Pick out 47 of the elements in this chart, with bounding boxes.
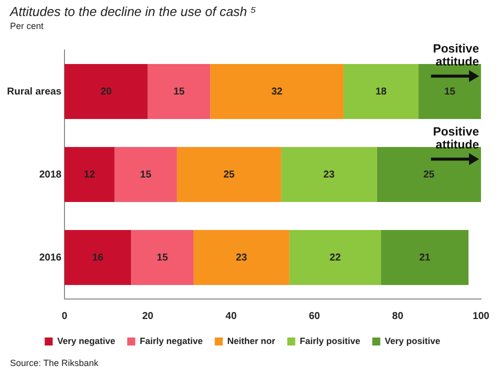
bar <box>148 64 210 119</box>
data-label: 12 <box>84 169 96 180</box>
bar <box>176 147 282 202</box>
bar <box>381 230 469 285</box>
data-label: 25 <box>223 169 236 180</box>
x-tick-label: 60 <box>308 310 320 322</box>
y-tick-label: Rural areas <box>6 86 62 98</box>
data-label: 18 <box>375 86 388 98</box>
bar <box>281 147 377 202</box>
data-label: 32 <box>271 86 283 98</box>
bar <box>64 64 148 119</box>
legend-label: Neither nor <box>227 336 276 346</box>
data-label: 16 <box>92 252 104 264</box>
bar <box>114 147 177 202</box>
data-label: 15 <box>140 169 152 180</box>
x-tick-label: 20 <box>142 310 154 322</box>
bar <box>210 64 344 119</box>
data-label: 25 <box>423 169 435 180</box>
bar <box>418 64 481 119</box>
y-tick-label: 2016 <box>39 252 62 264</box>
x-tick-label: 40 <box>226 310 238 322</box>
bar <box>64 230 132 285</box>
data-label: 15 <box>444 86 456 98</box>
bar <box>131 230 194 285</box>
bar <box>344 64 419 119</box>
chart-subtitle: Per cent <box>10 21 44 31</box>
data-label: 23 <box>323 169 335 180</box>
data-label: 23 <box>236 252 248 264</box>
legend-label: Very positive <box>384 336 440 346</box>
source-note: Source: The Riksbank <box>10 358 98 368</box>
y-tick-label: 2018 <box>39 169 62 180</box>
bar <box>376 147 481 202</box>
x-tick-label: 80 <box>392 310 404 322</box>
legend-label: Fairly negative <box>140 336 203 346</box>
x-tick-label: 0 <box>62 310 68 322</box>
bar <box>64 147 114 202</box>
data-label: 15 <box>156 252 168 264</box>
legend-label: Fairly positive <box>300 336 360 346</box>
data-label: 22 <box>330 252 342 264</box>
bar <box>289 230 382 285</box>
bar <box>194 230 290 285</box>
data-label: 21 <box>419 252 431 264</box>
x-tick-label: 100 <box>472 310 490 322</box>
legend-label: Very negative <box>57 336 116 346</box>
data-label: 20 <box>100 86 112 98</box>
chart-title: Attitudes to the decline in the use of cash ⁵ <box>10 4 256 19</box>
data-label: 15 <box>173 86 186 98</box>
